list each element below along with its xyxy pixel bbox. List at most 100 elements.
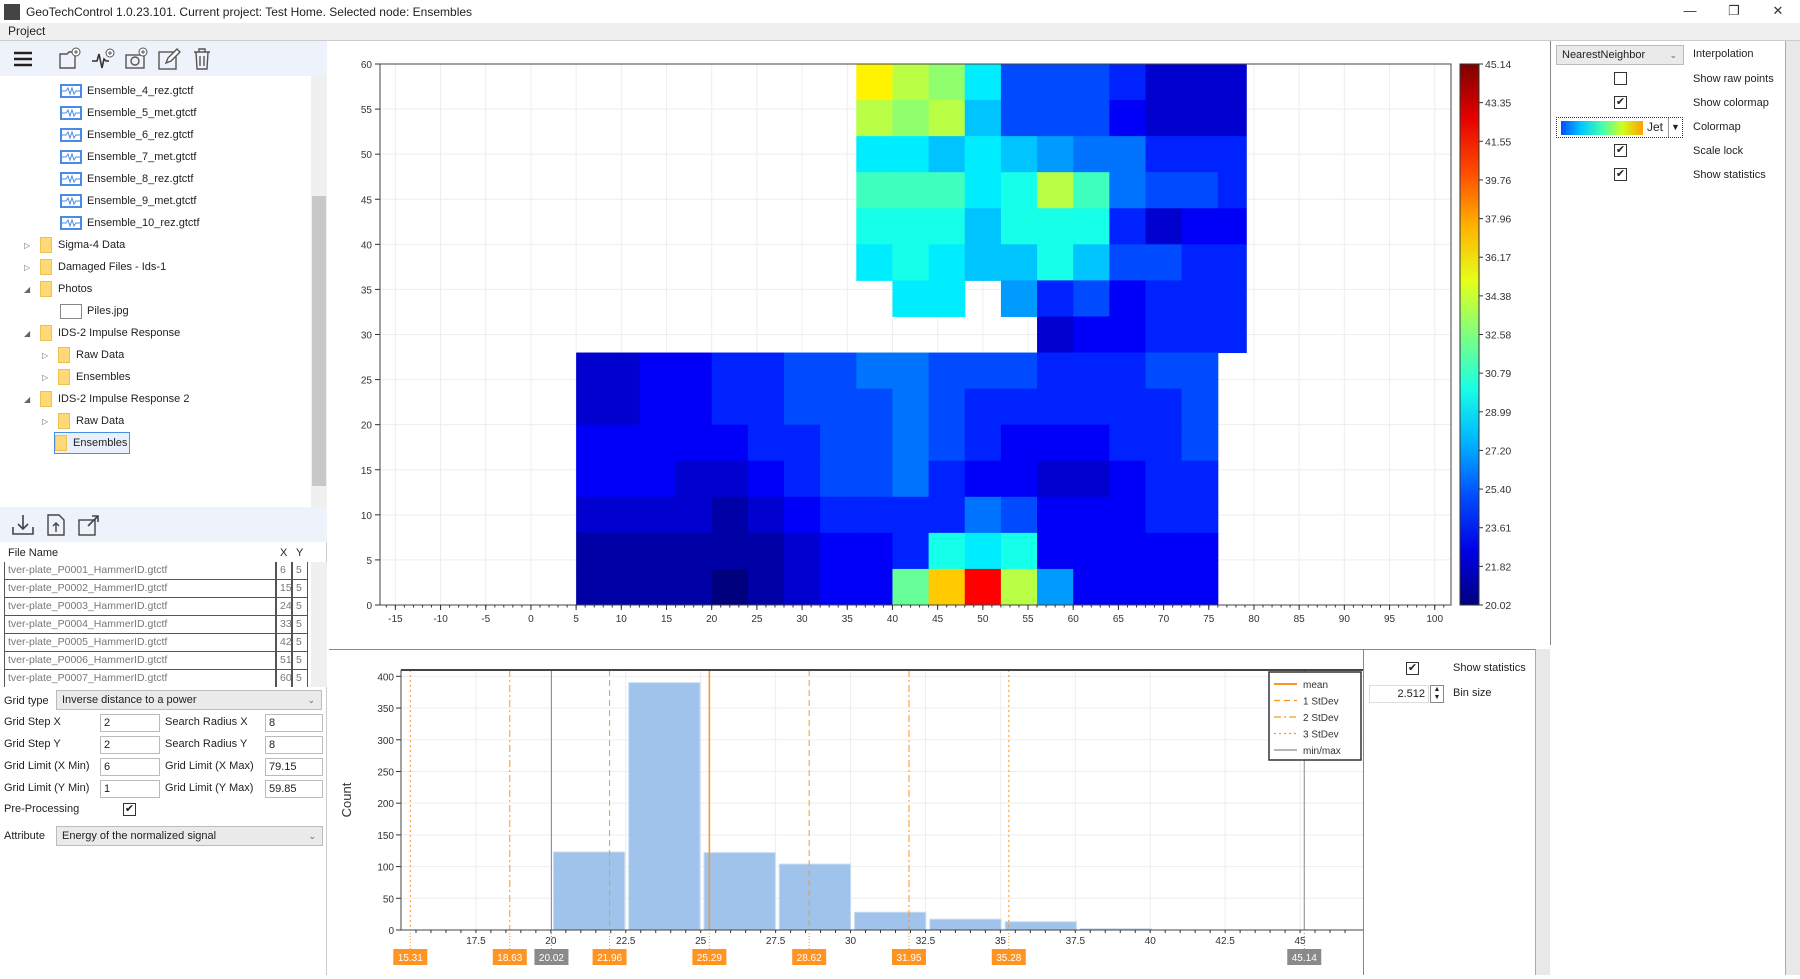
import-icon[interactable] (10, 512, 36, 538)
grid-step-y-input[interactable]: 2 (100, 736, 160, 754)
colormap-label: Colormap (1693, 121, 1741, 133)
restore-button[interactable]: ❐ (1728, 3, 1740, 18)
bin-size-input[interactable]: 2.512 (1369, 685, 1429, 703)
collapse-icon[interactable]: ◢ (24, 394, 31, 404)
heatmap-cell (1000, 532, 1038, 570)
ymin-input[interactable]: 1 (100, 780, 160, 798)
minimize-button[interactable]: — (1683, 3, 1697, 18)
tree-item[interactable]: Ensemble_6_rez.gtctf (44, 124, 193, 146)
tree-item[interactable]: ◢ Photos (24, 278, 92, 300)
heatmap-cell (675, 424, 713, 462)
right-scrollbar[interactable] (1785, 41, 1800, 975)
expand-icon[interactable]: ▷ (42, 350, 49, 360)
heatmap-cell (928, 136, 966, 173)
tree-item[interactable]: Ensembles (54, 432, 131, 454)
tree-item[interactable]: ▷ Raw Data (42, 344, 124, 366)
tree-item[interactable]: Ensemble_7_met.gtctf (44, 146, 196, 168)
x-tick-label: 45 (932, 614, 944, 625)
tree-item-label: IDS-2 Impulse Response (58, 327, 181, 339)
expand-icon[interactable]: ▷ (42, 416, 49, 426)
preprocessing-checkbox[interactable]: ✔ (123, 803, 136, 816)
scrollbar-thumb[interactable] (312, 196, 326, 486)
export-csv-icon[interactable] (76, 512, 102, 538)
tree-item[interactable]: ▷ Raw Data (42, 410, 124, 432)
heatmap-cell (1073, 460, 1110, 498)
expand-icon[interactable]: ▷ (24, 262, 31, 272)
add-signal-icon[interactable] (90, 46, 116, 72)
heatmap-cell (1145, 316, 1183, 354)
tree-item[interactable]: ▷ Ensembles (42, 366, 130, 388)
tree-item[interactable]: ▷ Damaged Files - Ids-1 (24, 256, 166, 278)
colormap-select[interactable]: Jet ▼ (1556, 117, 1683, 138)
y-tick-label: 20 (361, 421, 373, 432)
histogram-chart[interactable]: 0 50 100 150 200 250 300 350 400 Count 17.5 20 22.5 2… (329, 650, 1363, 976)
interpolation-value: NearestNeighbor (1562, 49, 1646, 61)
histogram-show-statistics-checkbox[interactable]: ✔ (1406, 662, 1419, 675)
heatmap-cell (1073, 316, 1110, 354)
tree-scrollbar[interactable] (311, 76, 327, 507)
expand-icon[interactable]: ▷ (24, 240, 31, 250)
ymax-input[interactable]: 59.85 (265, 780, 323, 798)
column-header-y[interactable]: Y (292, 544, 308, 562)
edit-icon[interactable] (156, 46, 182, 72)
search-radius-x-input[interactable]: 8 (265, 714, 323, 732)
collapse-icon[interactable]: ◢ (24, 284, 31, 294)
close-button[interactable]: ✕ (1772, 3, 1784, 18)
heatmap-cell (928, 172, 966, 209)
heatmap-cell (928, 280, 966, 317)
interpolation-select[interactable]: NearestNeighbor ⌄ (1556, 45, 1684, 65)
colorbar-tick-label: 34.38 (1485, 291, 1511, 303)
tree-item[interactable]: ◢ IDS-2 Impulse Response 2 (24, 388, 189, 410)
show-statistics-checkbox[interactable]: ✔ (1614, 168, 1627, 181)
tree-item[interactable]: ◢ IDS-2 Impulse Response (24, 322, 180, 344)
xmin-input[interactable]: 6 (100, 758, 160, 776)
column-header-x[interactable]: X (276, 544, 292, 562)
x-tick-label: 35 (995, 936, 1007, 947)
menu-project[interactable]: Project (8, 24, 46, 38)
add-photo-icon[interactable] (123, 46, 149, 72)
bin-size-spinner[interactable]: ▲ ▼ (1430, 685, 1444, 703)
attribute-select[interactable]: Energy of the normalized signal ⌄ (56, 826, 323, 846)
collapse-icon[interactable]: ◢ (24, 328, 31, 338)
stat-label: 20.02 (539, 953, 564, 964)
heatmap-cell (1181, 352, 1219, 390)
menu-icon[interactable] (10, 46, 36, 72)
export-file-icon[interactable] (43, 512, 69, 538)
heatmap-cell (576, 388, 604, 426)
heatmap-chart[interactable]: -15 -10 -5 0 5 10 15 20 25 30 35 40 45 50 55 60 65 70 75 80… (329, 41, 1550, 645)
xmax-input[interactable]: 79.15 (265, 758, 323, 776)
show-raw-points-checkbox[interactable] (1614, 72, 1627, 85)
tree-item[interactable]: Piles.jpg (44, 300, 129, 322)
y-cell: 5 (292, 616, 308, 634)
tree-item[interactable]: Ensemble_8_rez.gtctf (44, 168, 193, 190)
show-colormap-checkbox[interactable]: ✔ (1614, 96, 1627, 109)
heatmap-cell (576, 460, 604, 498)
heatmap-cell (1037, 208, 1074, 245)
add-folder-icon[interactable] (57, 46, 83, 72)
x-tick-label: 50 (977, 614, 989, 625)
heatmap-cell (1217, 244, 1247, 281)
chevron-down-icon[interactable]: ▼ (1668, 118, 1682, 137)
tree-item[interactable]: Ensemble_5_met.gtctf (44, 102, 196, 124)
tree-item[interactable]: Ensemble_10_rez.gtctf (44, 212, 200, 234)
expand-icon[interactable]: ▷ (42, 372, 49, 382)
heatmap-cell (747, 388, 785, 426)
x-tick-label: 65 (1113, 614, 1125, 625)
tree-item-label: Ensemble_4_rez.gtctf (87, 85, 194, 97)
heatmap-cell (603, 424, 640, 462)
legend (1268, 671, 1362, 761)
scale-lock-checkbox[interactable]: ✔ (1614, 144, 1627, 157)
tree-item[interactable]: ▷ Sigma-4 Data (24, 234, 125, 256)
delete-icon[interactable] (189, 46, 215, 72)
grid-step-x-input[interactable]: 2 (100, 714, 160, 732)
table-scrollbar[interactable] (311, 562, 327, 687)
tree-item[interactable]: Ensemble_9_met.gtctf (44, 190, 196, 212)
column-header-file-name[interactable]: File Name (4, 544, 274, 562)
histogram-scrollbar[interactable] (1535, 649, 1550, 975)
tree-item[interactable]: Ensemble_4_rez.gtctf (44, 80, 193, 102)
heatmap-cell (1037, 64, 1074, 101)
heatmap-cell (1073, 424, 1110, 462)
grid-type-select[interactable]: Inverse distance to a power ⌄ (56, 690, 322, 710)
search-radius-y-input[interactable]: 8 (265, 736, 323, 754)
tree-item-label: Ensemble_8_rez.gtctf (87, 173, 194, 185)
